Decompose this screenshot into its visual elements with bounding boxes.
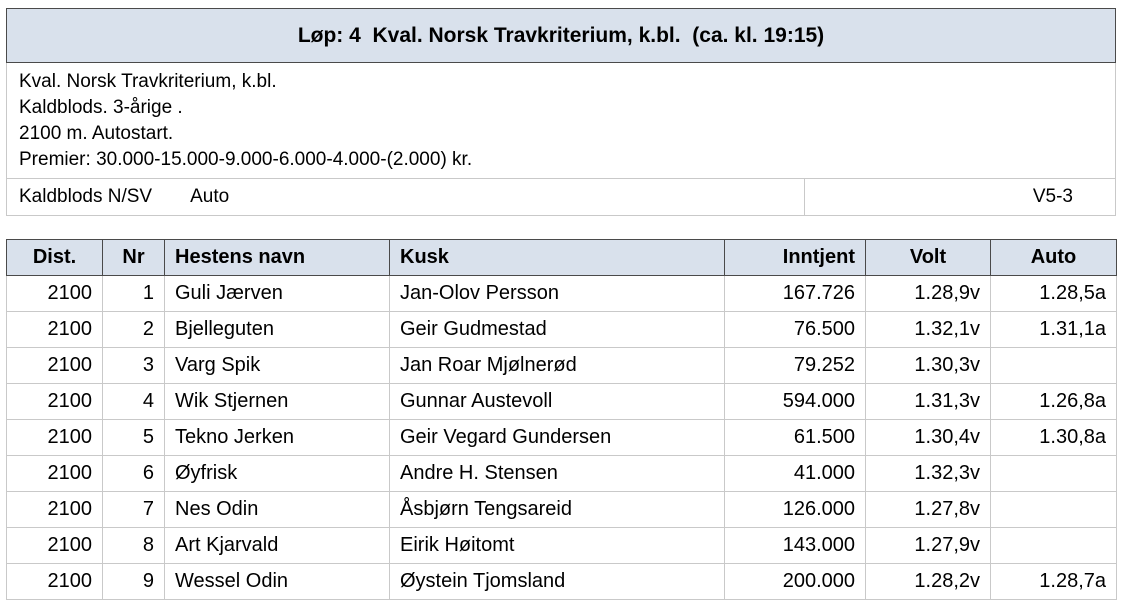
cell-auto: 1.28,7a (990, 563, 1117, 600)
cell-dist: 2100 (6, 419, 103, 456)
cell-name: Art Kjarvald (164, 527, 390, 564)
cell-name: Bjelleguten (164, 311, 390, 348)
cell-volt: 1.32,1v (865, 311, 991, 348)
race-title: Løp: 4 Kval. Norsk Travkriterium, k.bl. … (6, 8, 1116, 63)
cell-auto (990, 347, 1117, 384)
cell-nr: 6 (102, 455, 165, 492)
cell-auto: 1.31,1a (990, 311, 1117, 348)
header-inntjent: Inntjent (724, 239, 866, 276)
table-row: 2100 4 Wik Stjernen Gunnar Austevoll 594… (6, 383, 1117, 420)
cell-dist: 2100 (6, 347, 103, 384)
cell-nr: 1 (102, 275, 165, 312)
cell-kusk: Geir Gudmestad (389, 311, 725, 348)
cell-name: Tekno Jerken (164, 419, 390, 456)
cell-name: Guli Jærven (164, 275, 390, 312)
race-info-line: Kaldblods. 3-årige . (19, 97, 183, 118)
cell-inntjent: 594.000 (724, 383, 866, 420)
cell-volt: 1.28,2v (865, 563, 991, 600)
cell-name: Wik Stjernen (164, 383, 390, 420)
cell-kusk: Jan-Olov Persson (389, 275, 725, 312)
cell-dist: 2100 (6, 563, 103, 600)
race-code: V5-3 (1032, 186, 1073, 207)
cell-name: Varg Spik (164, 347, 390, 384)
header-auto: Auto (990, 239, 1117, 276)
cell-inntjent: 143.000 (724, 527, 866, 564)
cell-auto (990, 527, 1117, 564)
cell-nr: 5 (102, 419, 165, 456)
cell-inntjent: 61.500 (724, 419, 866, 456)
cell-name: Wessel Odin (164, 563, 390, 600)
cell-dist: 2100 (6, 491, 103, 528)
cell-kusk: Andre H. Stensen (389, 455, 725, 492)
cell-volt: 1.28,9v (865, 275, 991, 312)
cell-volt: 1.27,8v (865, 491, 991, 528)
cell-nr: 4 (102, 383, 165, 420)
cell-inntjent: 126.000 (724, 491, 866, 528)
race-info-line: Premier: 30.000-15.000-9.000-6.000-4.000… (19, 149, 473, 170)
table-row: 2100 2 Bjelleguten Geir Gudmestad 76.500… (6, 311, 1117, 348)
table-row: 2100 9 Wessel Odin Øystein Tjomsland 200… (6, 563, 1117, 600)
cell-dist: 2100 (6, 527, 103, 564)
cell-nr: 7 (102, 491, 165, 528)
cell-inntjent: 200.000 (724, 563, 866, 600)
cell-nr: 3 (102, 347, 165, 384)
cell-inntjent: 41.000 (724, 455, 866, 492)
table-row: 2100 7 Nes Odin Åsbjørn Tengsareid 126.0… (6, 491, 1117, 528)
cell-name: Nes Odin (164, 491, 390, 528)
horses-table: Dist. Nr Hestens navn Kusk Inntjent Volt… (6, 239, 1117, 600)
cell-auto (990, 491, 1117, 528)
cell-auto: 1.26,8a (990, 383, 1117, 420)
cell-volt: 1.31,3v (865, 383, 991, 420)
race-header-box: Løp: 4 Kval. Norsk Travkriterium, k.bl. … (6, 8, 1116, 216)
race-info: Kval. Norsk Travkriterium, k.bl. Kaldblo… (6, 63, 1116, 178)
cell-auto: 1.28,5a (990, 275, 1117, 312)
table-row: 2100 6 Øyfrisk Andre H. Stensen 41.000 1… (6, 455, 1117, 492)
cell-dist: 2100 (6, 455, 103, 492)
cell-kusk: Jan Roar Mjølnerød (389, 347, 725, 384)
cell-inntjent: 167.726 (724, 275, 866, 312)
table-row: 2100 5 Tekno Jerken Geir Vegard Gunderse… (6, 419, 1117, 456)
cell-inntjent: 79.252 (724, 347, 866, 384)
cell-inntjent: 76.500 (724, 311, 866, 348)
table-row: 2100 8 Art Kjarvald Eirik Høitomt 143.00… (6, 527, 1117, 564)
cell-nr: 9 (102, 563, 165, 600)
cell-dist: 2100 (6, 275, 103, 312)
cell-dist: 2100 (6, 311, 103, 348)
race-meta-row: Kaldblods N/SV Auto V5-3 (6, 178, 1116, 216)
header-name: Hestens navn (164, 239, 390, 276)
cell-nr: 8 (102, 527, 165, 564)
cell-kusk: Geir Vegard Gundersen (389, 419, 725, 456)
race-info-line: Kval. Norsk Travkriterium, k.bl. (19, 71, 277, 92)
table-row: 2100 1 Guli Jærven Jan-Olov Persson 167.… (6, 275, 1117, 312)
header-kusk: Kusk (389, 239, 725, 276)
cell-kusk: Eirik Høitomt (389, 527, 725, 564)
race-start-type: Auto (190, 186, 230, 207)
cell-name: Øyfrisk (164, 455, 390, 492)
cell-volt: 1.30,4v (865, 419, 991, 456)
cell-kusk: Øystein Tjomsland (389, 563, 725, 600)
table-row: 2100 3 Varg Spik Jan Roar Mjølnerød 79.2… (6, 347, 1117, 384)
cell-kusk: Gunnar Austevoll (389, 383, 725, 420)
cell-volt: 1.27,9v (865, 527, 991, 564)
cell-auto: 1.30,8a (990, 419, 1117, 456)
cell-dist: 2100 (6, 383, 103, 420)
cell-volt: 1.30,3v (865, 347, 991, 384)
race-meta-left: Kaldblods N/SV Auto (7, 179, 805, 215)
header-nr: Nr (102, 239, 165, 276)
cell-volt: 1.32,3v (865, 455, 991, 492)
cell-kusk: Åsbjørn Tengsareid (389, 491, 725, 528)
cell-nr: 2 (102, 311, 165, 348)
race-category: Kaldblods N/SV (19, 186, 153, 207)
cell-auto (990, 455, 1117, 492)
table-header-row: Dist. Nr Hestens navn Kusk Inntjent Volt… (6, 239, 1117, 276)
header-volt: Volt (865, 239, 991, 276)
race-info-line: 2100 m. Autostart. (19, 123, 174, 144)
header-dist: Dist. (6, 239, 103, 276)
